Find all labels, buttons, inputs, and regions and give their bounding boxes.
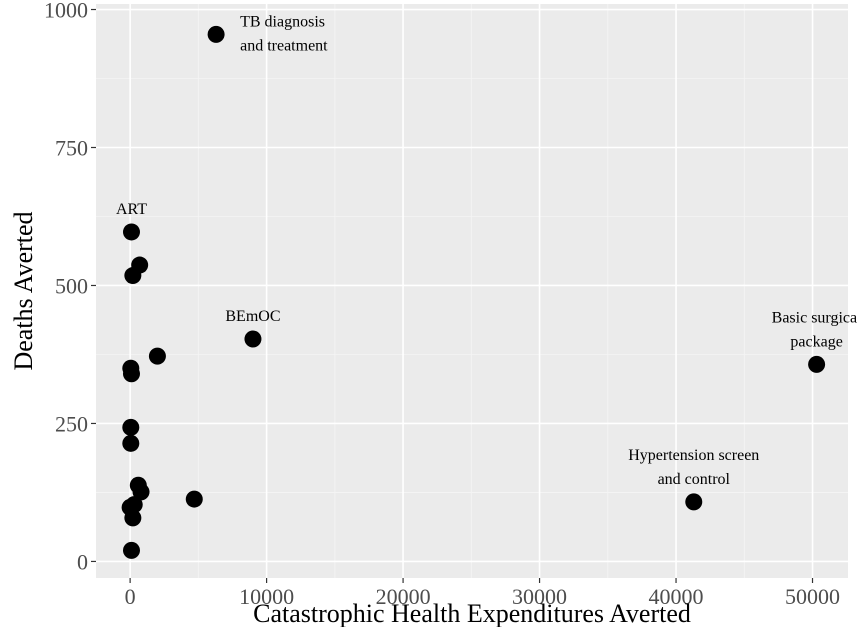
y-axis-title: Deaths Averted [9,211,38,370]
y-axis: 0 250 500 750 1000 [44,0,96,574]
x-tick-label: 30000 [512,584,567,609]
x-tick-label: 10000 [239,584,294,609]
data-point [122,365,140,383]
x-tick-label: 20000 [376,584,431,609]
data-point [122,418,140,436]
data-point [808,355,826,373]
y-tick-label: 0 [77,549,88,574]
point-annotation: Hypertension screen [628,447,759,464]
data-point [185,490,203,508]
x-axis-title: Catastrophic Health Expenditures Averted [253,599,691,627]
data-point [207,25,225,43]
panel-background [96,4,848,578]
x-tick-label: 50000 [785,584,840,609]
y-tick-label: 1000 [44,0,88,23]
point-annotations: TB diagnosis and treatment ART BEmOC Basic s… [116,13,857,487]
data-point [148,347,166,365]
gridlines [96,4,848,578]
data-point [124,509,142,527]
data-point [132,483,150,501]
point-annotation: and control [658,471,731,488]
point-annotation: TB diagnosis [240,13,325,30]
plot-panel: TB diagnosis and treatment ART BEmOC Basic s… [96,4,857,578]
data-point [122,541,140,559]
y-tick-label: 250 [55,411,88,436]
point-annotation: ART [116,201,147,218]
point-annotation: package [790,333,842,350]
y-tick-label: 750 [55,136,88,161]
data-point [122,434,140,452]
y-tick-label: 500 [55,273,88,298]
point-annotation: and treatment [240,37,328,54]
x-axis: 0 10000 20000 30000 40000 50000 [125,578,840,609]
data-point [122,223,140,241]
data-point [244,330,262,348]
data-point [685,493,703,511]
data-point [124,267,142,285]
x-tick-label: 0 [125,584,136,609]
point-annotation: BEmOC [225,308,280,325]
point-annotation: Basic surgical [772,309,857,326]
data-points [121,25,826,559]
x-tick-label: 40000 [649,584,704,609]
